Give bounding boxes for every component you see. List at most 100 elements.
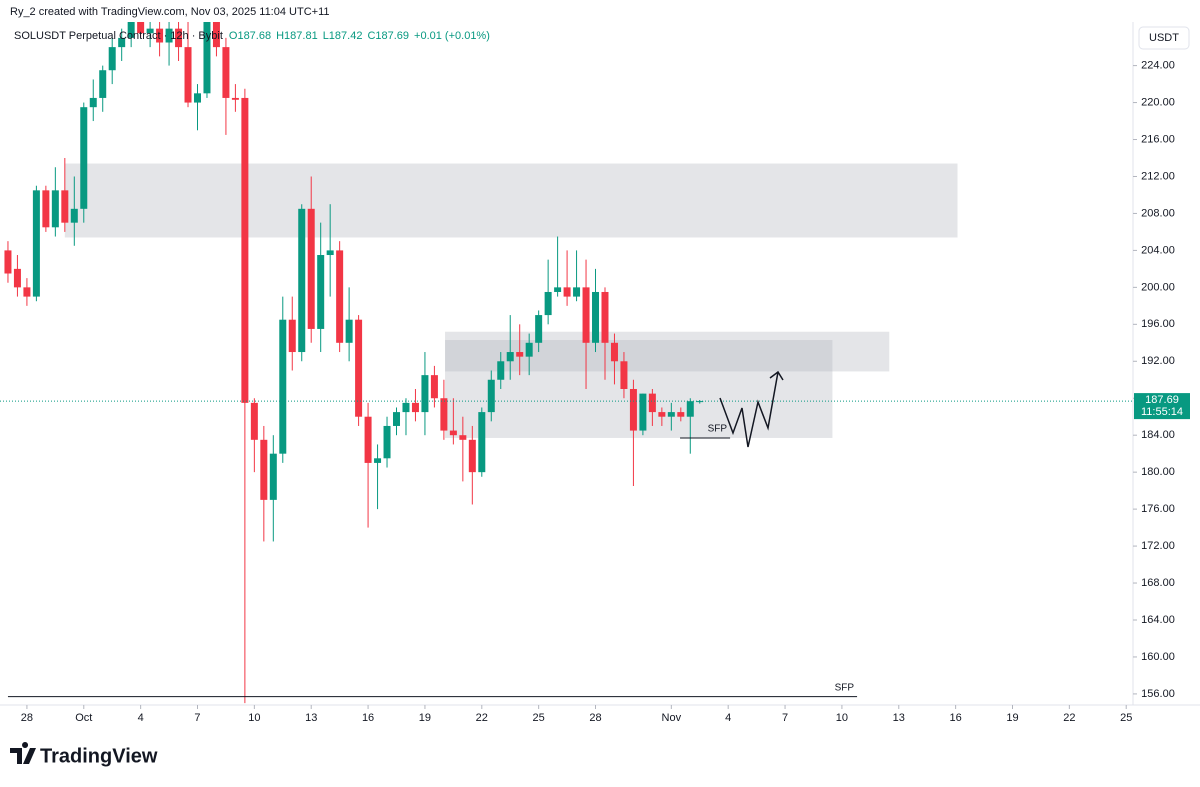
candle-body	[61, 190, 69, 223]
candle-body	[487, 379, 495, 413]
candle-body	[364, 416, 372, 463]
candle-body	[355, 319, 363, 417]
candle-body	[402, 402, 410, 413]
currency-box[interactable]	[1138, 26, 1190, 50]
candle-body	[4, 250, 12, 274]
candle-body	[393, 412, 401, 426]
candle-body	[374, 458, 382, 463]
candle-body	[193, 93, 201, 103]
candle-body	[440, 398, 448, 431]
brand-logo	[10, 742, 36, 764]
x-tick-label: 22	[1063, 712, 1075, 724]
candle-body	[525, 342, 533, 357]
candle-body	[411, 402, 419, 413]
symbol-name: SOLUSDT Perpetual Contract · 12h · Bybit	[14, 30, 223, 42]
x-tick-label: 7	[194, 712, 200, 724]
candle-body	[146, 28, 154, 34]
x-tick-label: Oct	[75, 712, 92, 724]
candle-body	[241, 97, 249, 403]
candle-body	[279, 319, 287, 454]
x-tick-label: 19	[1006, 712, 1018, 724]
currency[interactable]: USDT	[1149, 32, 1179, 44]
countdown: 11:55:14	[1141, 406, 1183, 418]
candle-body	[288, 319, 296, 353]
plot-area	[0, 22, 1133, 704]
candle-body	[468, 439, 476, 473]
x-tick-label: 7	[782, 712, 788, 724]
candle-body	[667, 412, 675, 417]
x-tick-label: 19	[419, 712, 431, 724]
candle-body	[506, 352, 514, 362]
ohlc-low: L187.42	[323, 30, 363, 42]
x-tick-label: 4	[725, 712, 731, 724]
y-tick-label: 172.00	[1141, 540, 1175, 552]
x-tick-label: 13	[305, 712, 317, 724]
candle-body	[592, 291, 600, 343]
x-tick-label: 28	[589, 712, 601, 724]
y-tick-label: 184.00	[1141, 429, 1175, 441]
y-tick-label: 216.00	[1141, 133, 1175, 145]
candle-body	[573, 287, 581, 297]
x-tick-label: 13	[893, 712, 905, 724]
candle-body	[23, 287, 31, 297]
candle-body	[298, 208, 306, 353]
last-price: 187.69	[1145, 394, 1179, 406]
x-tick-label: 25	[1120, 712, 1132, 724]
candle-body	[610, 342, 618, 362]
sfp-label: SFP	[708, 424, 728, 435]
candle-body	[260, 439, 268, 500]
y-tick-label: 164.00	[1141, 614, 1175, 626]
candle-body	[269, 453, 277, 500]
candle-body	[108, 47, 116, 71]
y-tick-label: 208.00	[1141, 207, 1175, 219]
y-tick-label: 224.00	[1141, 60, 1175, 72]
candle-body	[231, 97, 239, 100]
candle-body	[317, 255, 325, 329]
candle-body	[516, 352, 524, 357]
candle-body	[336, 250, 344, 343]
y-tick-label: 204.00	[1141, 244, 1175, 256]
candle-body	[497, 361, 505, 380]
price-zone	[64, 163, 958, 238]
x-tick-label: 25	[533, 712, 545, 724]
candle-body	[175, 28, 183, 48]
candle-body	[459, 435, 467, 440]
y-tick-label: 168.00	[1141, 577, 1175, 589]
candle-body	[250, 402, 258, 440]
candle-body	[118, 37, 126, 48]
brand-name: TradingView	[40, 745, 158, 767]
candle-body	[554, 287, 562, 292]
x-tick-label: Nov	[662, 712, 682, 724]
credit-bar	[0, 0, 1200, 22]
y-tick-label: 200.00	[1141, 281, 1175, 293]
candle-body	[620, 361, 628, 389]
candle-body	[535, 315, 543, 343]
candle-body	[563, 287, 571, 297]
y-tick-label: 212.00	[1141, 170, 1175, 182]
candle-body	[658, 412, 666, 417]
candle-body	[222, 47, 230, 98]
candle-body	[639, 393, 647, 431]
candle-body	[165, 28, 173, 43]
candle-body	[80, 107, 88, 209]
x-tick-label: 22	[476, 712, 488, 724]
candle-body	[137, 22, 145, 34]
y-tick-label: 156.00	[1141, 688, 1175, 700]
candle-body	[127, 22, 135, 38]
brand: TradingView	[10, 742, 158, 767]
candle-body	[32, 190, 40, 297]
x-tick-label: 10	[836, 712, 848, 724]
last-price-tag	[1134, 393, 1190, 420]
candle-body	[648, 393, 656, 413]
candle-body	[601, 291, 609, 343]
candle-body	[478, 412, 486, 473]
candle-body	[13, 268, 21, 288]
candle-body	[212, 22, 220, 48]
candle-body	[582, 287, 590, 343]
candle-body	[383, 425, 391, 459]
ohlc-high: H187.81	[276, 30, 318, 42]
candle-body	[184, 47, 192, 103]
y-tick-label: 180.00	[1141, 466, 1175, 478]
y-tick-label: 192.00	[1141, 355, 1175, 367]
